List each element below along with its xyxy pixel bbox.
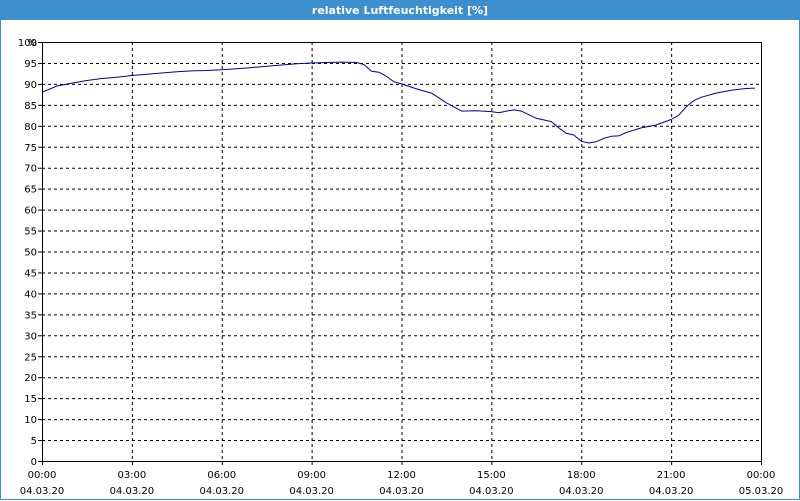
x-tick-date-label: 04.03.20 (379, 486, 424, 497)
x-tick-date-label: 04.03.20 (469, 486, 514, 497)
y-tick-label: 15 (24, 394, 37, 405)
y-tick-label: 65 (24, 185, 37, 196)
y-tick-label: 20 (24, 373, 37, 384)
y-tick-label: 0 (31, 457, 37, 468)
humidity-series-line (41, 61, 756, 144)
y-tick-label: 5 (31, 436, 37, 447)
y-tick-label: 75 (24, 143, 37, 154)
x-tick-date-label: 04.03.20 (199, 486, 244, 497)
y-tick-label: 70 (24, 164, 37, 175)
x-tick-date-label: 04.03.20 (649, 486, 694, 497)
y-tick-label: 55 (24, 227, 37, 238)
x-tick-date-label: 04.03.20 (289, 486, 334, 497)
x-tick-date-label: 04.03.20 (110, 486, 155, 497)
window-title: relative Luftfeuchtigkeit [%] (1, 1, 799, 20)
y-tick-label: 85 (24, 101, 37, 112)
x-tick-time-label: 06:00 (207, 470, 236, 481)
x-tick-time-label: 18:00 (567, 470, 596, 481)
y-tick-label: 10 (24, 415, 37, 426)
x-tick-time-label: 15:00 (477, 470, 506, 481)
x-tick-date-label: 04.03.20 (20, 486, 65, 497)
y-tick-label: 90 (24, 80, 37, 91)
y-tick-label: 95 (24, 59, 37, 70)
x-tick-time-label: 00:00 (28, 470, 57, 481)
x-tick-time-label: 03:00 (117, 470, 146, 481)
y-tick-label: 25 (24, 352, 37, 363)
y-tick-label: 30 (24, 331, 37, 342)
x-tick-time-label: 12:00 (387, 470, 416, 481)
x-tick-time-label: 21:00 (657, 470, 686, 481)
y-tick-label: 100 (18, 38, 37, 49)
y-tick-label: 50 (24, 248, 37, 259)
y-tick-label: 40 (24, 289, 37, 300)
y-tick-label: 35 (24, 310, 37, 321)
y-axis-label: % (27, 38, 37, 49)
x-tick-time-label: 00:00 (747, 470, 776, 481)
y-tick-label: 80 (24, 122, 37, 133)
x-tick-time-label: 09:00 (297, 470, 326, 481)
y-tick-label: 60 (24, 206, 37, 217)
y-tick-label: 45 (24, 268, 37, 279)
x-tick-date-label: 04.03.20 (559, 486, 604, 497)
x-tick-date-label: 05.03.20 (739, 486, 784, 497)
